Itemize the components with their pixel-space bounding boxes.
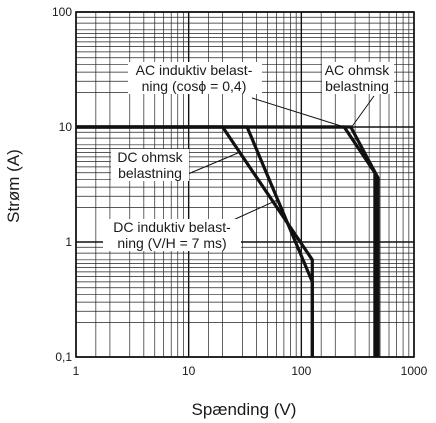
annotation-bg — [322, 62, 394, 94]
annotation-label: DC induktiv belast- — [113, 219, 231, 235]
annotation-leader — [251, 97, 345, 128]
annotation-label: ning (cosϕ = 0,4) — [142, 78, 247, 94]
annotation-bg — [111, 149, 189, 181]
annotation-leader — [351, 95, 375, 128]
y-axis-title: Strøm (A) — [4, 149, 23, 223]
annotation-label: DC ohmsk — [117, 149, 183, 165]
y-tick-label: 0,1 — [55, 350, 72, 364]
annotation-label: AC induktiv belast- — [136, 62, 253, 78]
annotation-bg — [128, 62, 262, 94]
annotation-bg — [103, 219, 241, 251]
x-tick-label: 100 — [291, 364, 311, 378]
series-line — [76, 125, 380, 357]
y-tick-label: 10 — [59, 120, 73, 134]
x-tick-label: 1000 — [401, 364, 428, 378]
x-axis-title: Spænding (V) — [192, 400, 297, 419]
annotation-leader — [187, 152, 240, 175]
annotation-label: ning (V/H = 7 ms) — [117, 235, 226, 251]
annotation-group: AC induktiv belast-ning (cosϕ = 0,4) AC o… — [103, 62, 394, 251]
plot-frame — [75, 11, 415, 358]
annotation-label: belastning — [325, 78, 389, 94]
x-tick-label: 1 — [73, 364, 80, 378]
y-tick-label: 1 — [65, 235, 72, 249]
annotation-label: AC ohmsk — [325, 62, 391, 78]
y-tick-label: 100 — [52, 5, 72, 19]
annotation-label: belastning — [118, 165, 182, 181]
series-group — [76, 125, 380, 357]
x-tick-label: 10 — [182, 364, 196, 378]
